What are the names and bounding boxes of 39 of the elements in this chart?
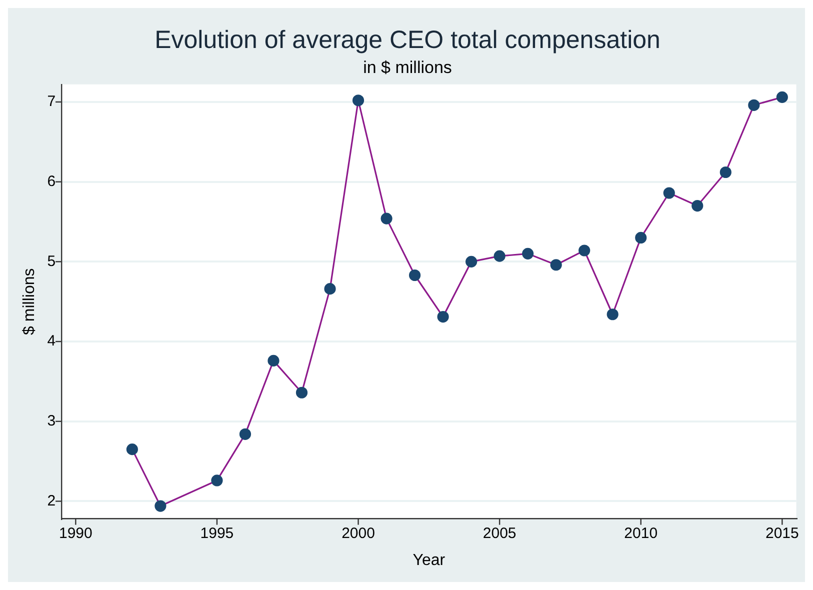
point (522, 248, 534, 260)
point (268, 354, 280, 366)
y-tick-label: 2 (47, 492, 56, 510)
x-tick-label: 2015 (765, 524, 799, 542)
point (239, 428, 252, 440)
y-tick-label: 5 (47, 252, 56, 270)
point (578, 244, 590, 256)
point (296, 386, 308, 398)
point (408, 269, 421, 282)
x-tick-label: 2000 (342, 524, 375, 542)
chart-subtitle: in $ millions (363, 58, 452, 77)
y-axis-title: $ millions (21, 268, 38, 335)
point (550, 259, 562, 271)
y-tick-label: 3 (47, 412, 56, 430)
chart-title: Evolution of average CEO total compensation (154, 26, 660, 54)
point (154, 500, 166, 512)
x-tick-label: 2005 (482, 524, 516, 542)
x-tick-label: 2010 (624, 524, 658, 542)
point (635, 232, 647, 244)
point (437, 310, 449, 323)
point (352, 94, 364, 106)
point (776, 91, 788, 103)
point (720, 166, 732, 178)
y-tick-label: 6 (47, 172, 56, 190)
x-axis-title: Year (412, 552, 446, 569)
point (211, 474, 223, 486)
point (324, 283, 336, 295)
point (494, 250, 506, 262)
point (606, 308, 618, 320)
y-tick-label: 4 (47, 332, 56, 350)
point (692, 200, 704, 212)
point (126, 444, 138, 456)
x-tick-label: 1990 (58, 524, 92, 542)
point (466, 256, 478, 268)
point (380, 212, 392, 224)
point (663, 187, 675, 199)
point (748, 99, 760, 111)
x-tick-label: 1995 (200, 524, 234, 542)
y-tick-label: 7 (47, 93, 56, 110)
